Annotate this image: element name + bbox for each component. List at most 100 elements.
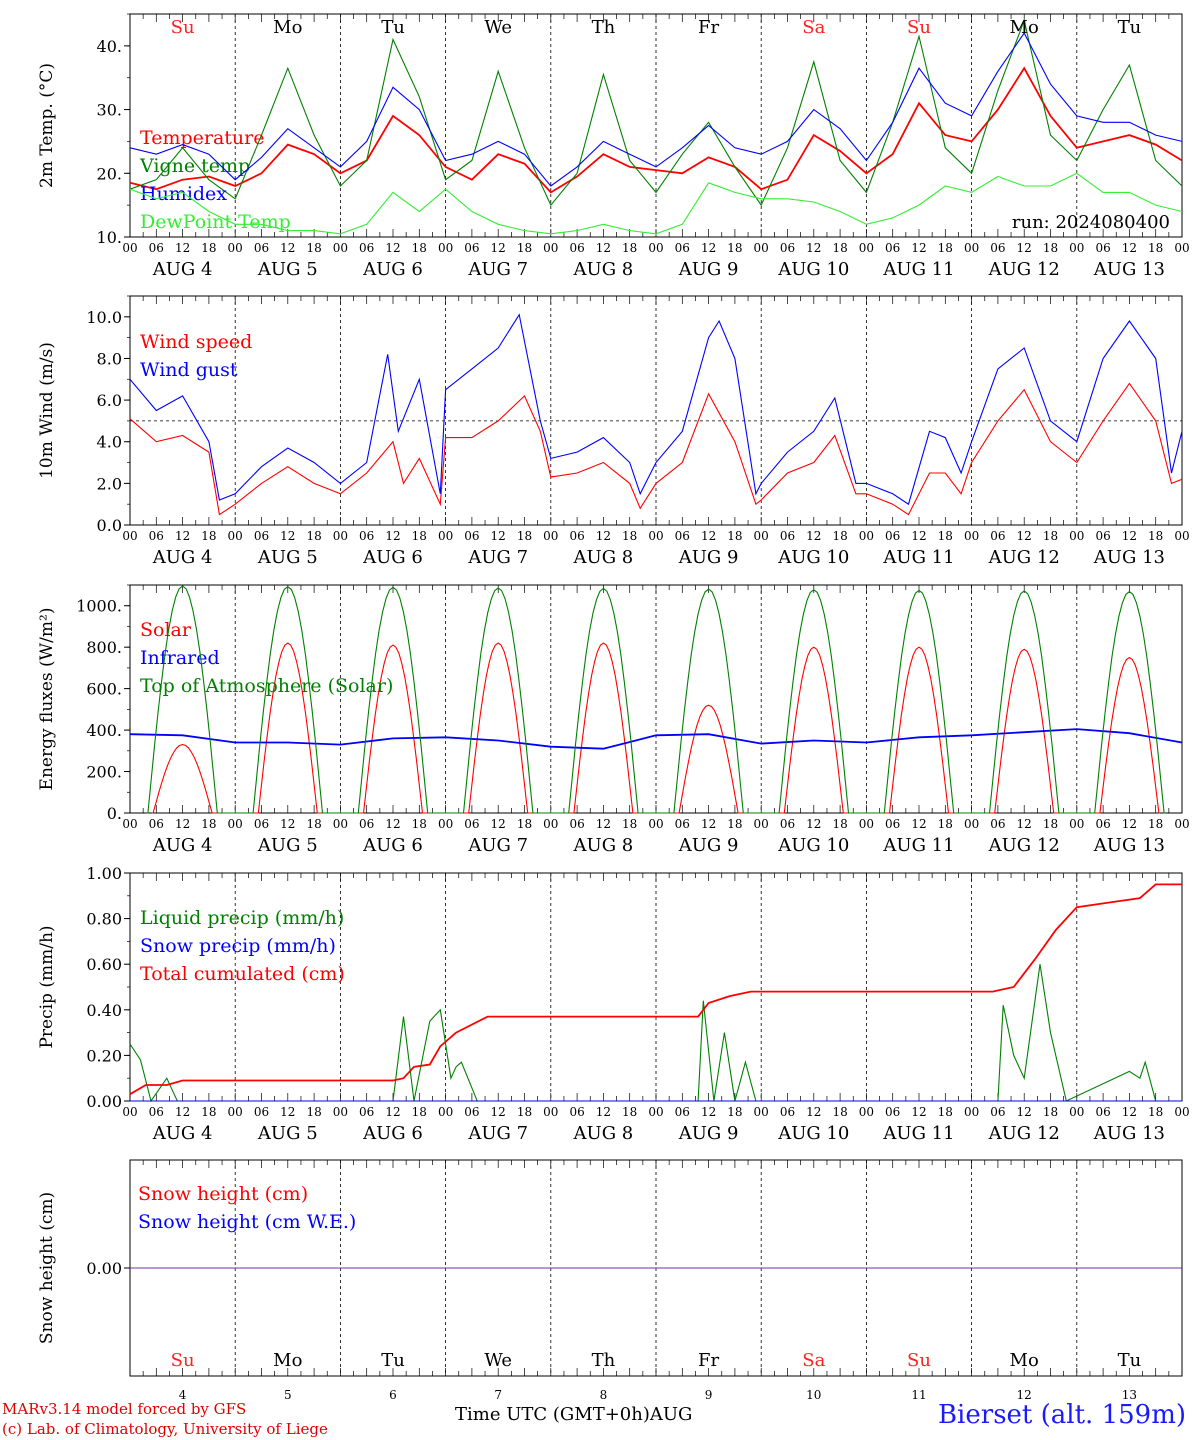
hour-label: 06 xyxy=(464,1105,479,1119)
hour-label: 06 xyxy=(990,817,1005,831)
hour-label: 12 xyxy=(1122,817,1137,831)
legend-liquid-precip-mm-h-: Liquid precip (mm/h) xyxy=(140,907,344,929)
day-name-bottom: Th xyxy=(592,1350,616,1371)
date-label: AUG 5 xyxy=(257,259,318,280)
hour-label: 12 xyxy=(491,1105,506,1119)
legend-snow-precip-mm-h-: Snow precip (mm/h) xyxy=(140,935,336,957)
date-label: AUG 13 xyxy=(1093,259,1165,280)
x-axis-label: Time UTC (GMT+0h)AUG xyxy=(455,1404,693,1425)
hour-label: 06 xyxy=(675,1105,690,1119)
y-tick-label: 2.0 xyxy=(97,474,122,493)
hour-label: 18 xyxy=(306,817,321,831)
day-number: 5 xyxy=(284,1388,292,1402)
date-label: AUG 8 xyxy=(573,259,634,280)
day-name-bottom: Sa xyxy=(802,1350,825,1371)
station-name: Bierset (alt. 159m) xyxy=(937,1400,1186,1430)
hour-label: 18 xyxy=(622,817,637,831)
date-label: AUG 9 xyxy=(678,835,739,856)
hour-label: 18 xyxy=(727,529,742,543)
hour-label: 00 xyxy=(1174,241,1189,255)
hour-label: 06 xyxy=(149,529,164,543)
date-label: AUG 12 xyxy=(988,835,1060,856)
date-label: AUG 12 xyxy=(988,259,1060,280)
day-name-top: We xyxy=(484,17,512,38)
y-tick-label: 30. xyxy=(97,101,122,120)
y-axis-label-1: 2m Temp. (°C) xyxy=(37,63,57,188)
y-tick-label: 0.00 xyxy=(86,1092,122,1111)
hour-label: 00 xyxy=(859,241,874,255)
hour-label: 18 xyxy=(1043,817,1058,831)
series-line-wind-gust xyxy=(129,313,1183,506)
hour-label: 00 xyxy=(1069,817,1084,831)
hour-label: 06 xyxy=(569,1105,584,1119)
day-name-bottom: We xyxy=(484,1350,512,1371)
series-line-dewpoint-temp xyxy=(129,172,1183,235)
hour-label: 18 xyxy=(832,817,847,831)
hour-label: 12 xyxy=(491,817,506,831)
hour-label: 00 xyxy=(648,529,663,543)
hour-label: 12 xyxy=(806,529,821,543)
hour-label: 00 xyxy=(333,529,348,543)
hour-label: 00 xyxy=(859,817,874,831)
date-label: AUG 6 xyxy=(362,259,423,280)
y-tick-label: 0.80 xyxy=(86,910,122,929)
day-name-bottom: Tu xyxy=(381,1350,405,1371)
hour-label: 12 xyxy=(806,1105,821,1119)
hour-label: 12 xyxy=(1017,817,1032,831)
hour-label: 00 xyxy=(228,241,243,255)
hour-label: 00 xyxy=(754,529,769,543)
hour-label: 00 xyxy=(122,529,137,543)
y-axis-label-4: Precip (mm/h) xyxy=(37,925,57,1048)
y-tick-label: 4.0 xyxy=(97,433,122,452)
hour-label: 12 xyxy=(701,817,716,831)
hour-label: 18 xyxy=(832,1105,847,1119)
hour-label: 12 xyxy=(1122,529,1137,543)
hour-label: 12 xyxy=(911,529,926,543)
hour-label: 12 xyxy=(911,817,926,831)
hour-label: 18 xyxy=(1148,241,1163,255)
day-number: 10 xyxy=(806,1388,821,1402)
hour-label: 06 xyxy=(780,817,795,831)
hour-label: 00 xyxy=(1174,1105,1189,1119)
day-name-top: Tu xyxy=(381,17,405,38)
y-tick-label: 20. xyxy=(97,164,122,183)
date-label: AUG 11 xyxy=(882,259,954,280)
panel-frame-1 xyxy=(129,13,1183,238)
date-label: AUG 10 xyxy=(777,835,849,856)
hour-label: 18 xyxy=(517,241,532,255)
hour-label: 06 xyxy=(359,817,374,831)
date-label: AUG 10 xyxy=(777,259,849,280)
date-label: AUG 7 xyxy=(467,259,528,280)
hour-label: 12 xyxy=(1017,529,1032,543)
day-name-top: Fr xyxy=(698,17,719,38)
hour-label: 06 xyxy=(1095,241,1110,255)
day-name-bottom: Mo xyxy=(273,1350,302,1371)
hour-label: 00 xyxy=(438,529,453,543)
hour-label: 18 xyxy=(201,817,216,831)
hour-label: 18 xyxy=(727,817,742,831)
hour-label: 06 xyxy=(990,529,1005,543)
hour-label: 18 xyxy=(306,241,321,255)
hour-label: 00 xyxy=(543,817,558,831)
hour-label: 06 xyxy=(885,529,900,543)
date-label: AUG 5 xyxy=(257,835,318,856)
hour-label: 00 xyxy=(1069,241,1084,255)
hour-label: 00 xyxy=(438,817,453,831)
hour-label: 18 xyxy=(1148,529,1163,543)
hour-label: 06 xyxy=(885,241,900,255)
hour-label: 18 xyxy=(938,241,953,255)
hour-label: 12 xyxy=(911,1105,926,1119)
hour-label: 06 xyxy=(254,1105,269,1119)
hour-label: 12 xyxy=(385,241,400,255)
hour-label: 12 xyxy=(911,241,926,255)
copyright-text: (c) Lab. of Climatology, University of L… xyxy=(2,1420,328,1438)
hour-label: 12 xyxy=(701,1105,716,1119)
hour-label: 00 xyxy=(333,241,348,255)
hour-label: 00 xyxy=(122,817,137,831)
y-tick-label: 1.00 xyxy=(86,864,122,883)
hour-label: 18 xyxy=(727,241,742,255)
series-line-total-cumulated-cm- xyxy=(129,883,1182,1095)
legend-snow-height-cm-: Snow height (cm) xyxy=(138,1183,308,1205)
hour-label: 18 xyxy=(517,817,532,831)
series-line-humidex xyxy=(129,32,1183,187)
